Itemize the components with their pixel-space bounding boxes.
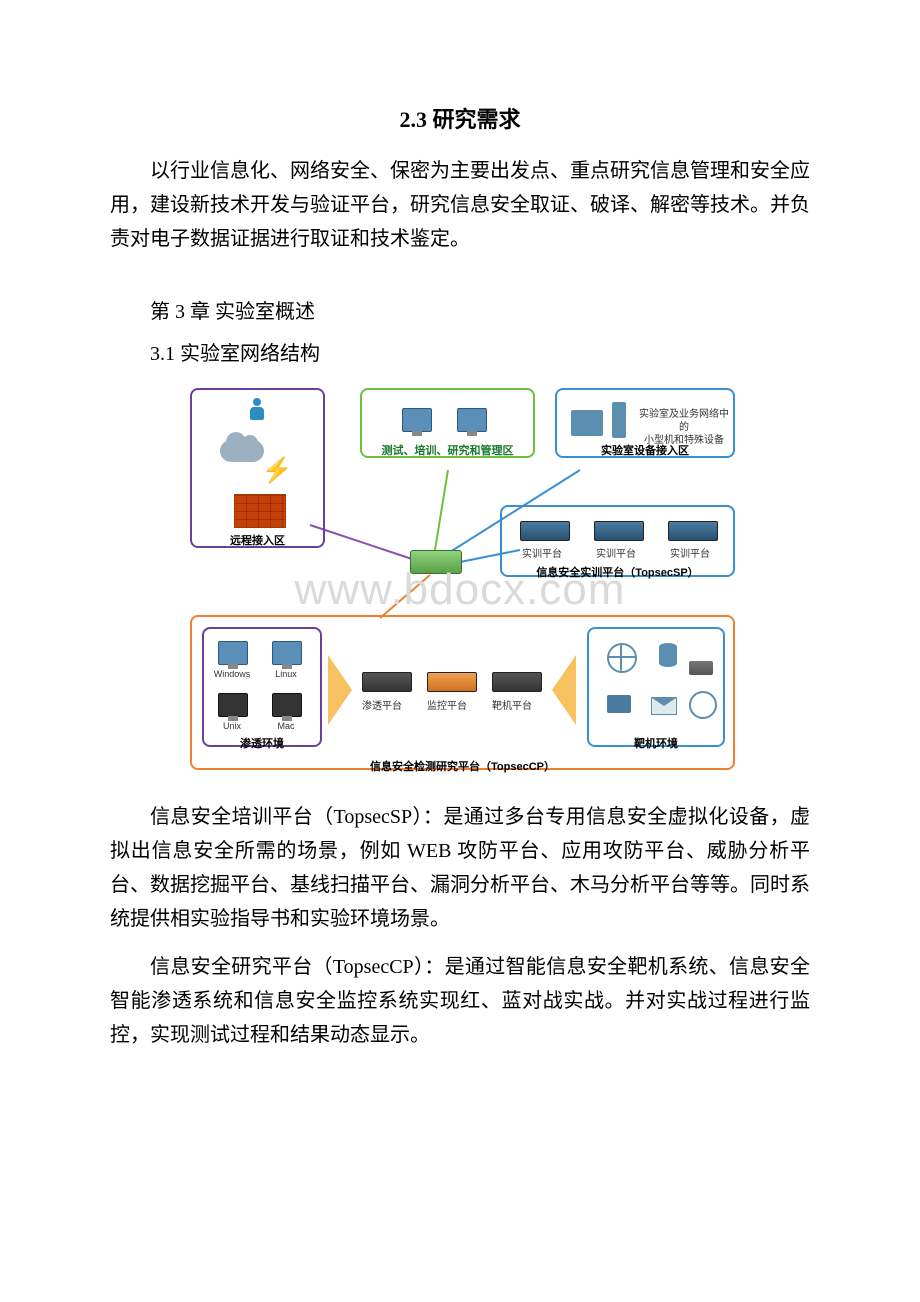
intro-paragraph: 以行业信息化、网络安全、保密为主要出发点、重点研究信息管理和安全应用，建设新技术… [110, 154, 810, 256]
rack-icon [427, 672, 477, 692]
document-page: 2.3 研究需求 以行业信息化、网络安全、保密为主要出发点、重点研究信息管理和安… [0, 0, 920, 1302]
firewall-icon [234, 494, 286, 528]
lightning-icon: ⚡ [262, 456, 292, 485]
rack-icon [668, 521, 718, 541]
zone-cp: Windows Linux Unix Mac 渗透环境 渗透平台 监控平台 靶机… [190, 615, 735, 770]
pc-icon [402, 408, 432, 432]
arrow-icon [328, 655, 352, 725]
sp-item-label: 实训平台 [660, 545, 720, 560]
pc-icon [218, 641, 248, 665]
os-label: Linux [262, 669, 310, 679]
rack-icon [362, 672, 412, 692]
cp-mid-label: 靶机平台 [482, 697, 542, 712]
rack-icon [492, 672, 542, 692]
server-icon [571, 410, 603, 436]
os-label: Mac [262, 721, 310, 731]
rack-icon [520, 521, 570, 541]
zone-sp-label: 信息安全实训平台（TopsecSP） [500, 564, 735, 580]
circle-icon [689, 691, 717, 719]
pc-icon [272, 693, 302, 717]
chapter-heading: 第 3 章 实验室概述 [110, 294, 810, 330]
section-title: 2.3 研究需求 [110, 102, 810, 134]
subsection-heading: 3.1 实验室网络结构 [110, 336, 810, 372]
person-icon [250, 398, 264, 420]
sp-item-label: 实训平台 [512, 545, 572, 560]
cloud-icon [220, 440, 264, 462]
globe-icon [607, 643, 637, 673]
pc-icon [272, 641, 302, 665]
os-label: Unix [208, 721, 256, 731]
zone-remote-label: 远程接入区 [190, 532, 325, 548]
pc-icon [218, 693, 248, 717]
mail-icon [651, 697, 677, 715]
pen-env: Windows Linux Unix Mac [202, 627, 322, 747]
folder-icon [607, 695, 631, 713]
zone-mgmt-label: 测试、培训、研究和管理区 [360, 442, 535, 458]
rack-icon [594, 521, 644, 541]
cp-mid-label: 监控平台 [417, 697, 477, 712]
rack-icon [689, 661, 713, 675]
database-icon [659, 643, 677, 667]
zone-equip-label: 实验室设备接入区 [555, 442, 735, 458]
cp-mid-label: 渗透平台 [352, 697, 412, 712]
para-cp: 信息安全研究平台（TopsecCP）：是通过智能信息安全靶机系统、信息安全智能渗… [110, 950, 810, 1052]
pen-env-label: 渗透环境 [202, 735, 322, 751]
zone-remote: ⚡ [190, 388, 325, 548]
os-label: Windows [208, 669, 256, 679]
pc-icon [457, 408, 487, 432]
network-diagram: ⚡ 远程接入区 测试、培训、研究和管理区 实验室及业务网络中的 小型机和特殊设备… [180, 380, 740, 790]
target-env [587, 627, 725, 747]
para-sp: 信息安全培训平台（TopsecSP）：是通过多台专用信息安全虚拟化设备，虚拟出信… [110, 800, 810, 936]
tower-icon [612, 402, 626, 438]
zone-cp-label: 信息安全检测研究平台（TopsecCP） [190, 758, 735, 774]
switch-icon [410, 550, 462, 574]
sp-item-label: 实训平台 [586, 545, 646, 560]
arrow-icon [552, 655, 576, 725]
target-env-label: 靶机环境 [587, 735, 725, 751]
